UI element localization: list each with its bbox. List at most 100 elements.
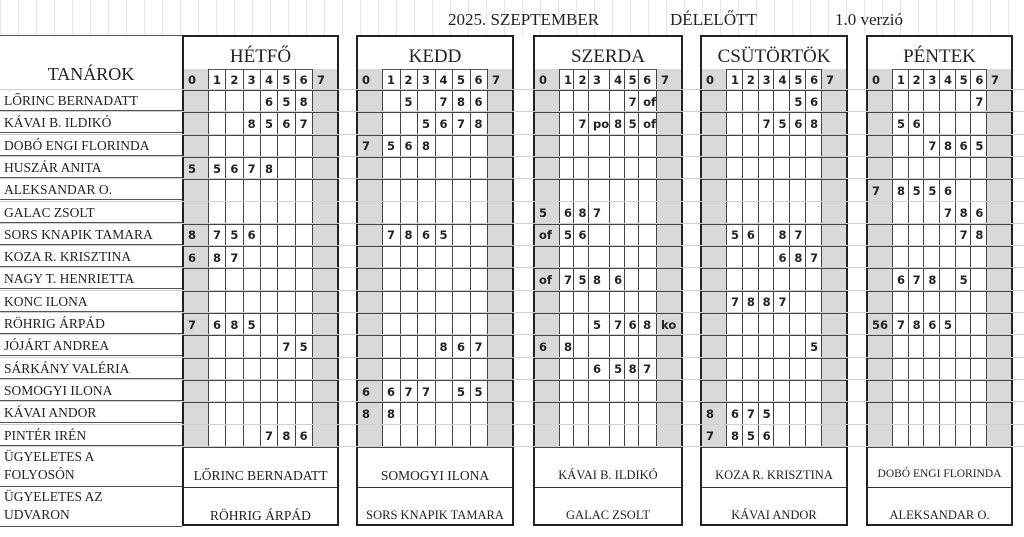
schedule-cell[interactable]: 6 — [243, 224, 261, 248]
schedule-cell[interactable]: 8 — [261, 157, 279, 181]
schedule-cell[interactable] — [243, 135, 261, 158]
schedule-cell[interactable] — [243, 202, 261, 225]
schedule-cell[interactable] — [821, 135, 846, 158]
schedule-cell[interactable]: 7 — [295, 113, 313, 136]
schedule-cell[interactable]: 5 — [535, 202, 560, 225]
schedule-cell[interactable]: 7 — [971, 91, 987, 114]
schedule-cell[interactable] — [313, 202, 337, 225]
schedule-cell[interactable] — [400, 202, 418, 225]
schedule-cell[interactable]: 7 — [702, 425, 727, 448]
schedule-cell[interactable] — [657, 224, 681, 248]
schedule-cell[interactable]: 8 — [893, 180, 909, 203]
schedule-cell[interactable] — [610, 247, 625, 270]
schedule-cell[interactable] — [624, 135, 640, 158]
schedule-cell[interactable] — [657, 380, 681, 404]
schedule-cell[interactable]: 5 — [184, 157, 209, 181]
schedule-cell[interactable] — [987, 224, 1011, 248]
schedule-cell[interactable] — [806, 403, 822, 426]
schedule-cell[interactable] — [313, 358, 337, 381]
schedule-cell[interactable] — [987, 157, 1011, 181]
schedule-cell[interactable] — [908, 91, 925, 114]
schedule-cell[interactable] — [940, 291, 956, 314]
schedule-cell[interactable] — [588, 224, 611, 248]
schedule-cell[interactable] — [868, 135, 893, 158]
schedule-cell[interactable] — [940, 91, 956, 114]
schedule-cell[interactable] — [488, 113, 512, 136]
schedule-cell[interactable]: 7 — [624, 91, 640, 114]
schedule-cell[interactable]: 8 — [624, 358, 640, 381]
schedule-cell[interactable]: 5 — [790, 91, 807, 114]
schedule-cell[interactable] — [313, 291, 337, 314]
schedule-cell[interactable] — [588, 380, 611, 404]
schedule-cell[interactable] — [358, 113, 383, 136]
schedule-cell[interactable] — [624, 336, 640, 359]
schedule-cell[interactable]: 8 — [908, 313, 925, 337]
schedule-cell[interactable] — [806, 358, 822, 381]
schedule-cell[interactable] — [639, 336, 657, 359]
schedule-cell[interactable] — [940, 336, 956, 359]
schedule-cell[interactable] — [924, 358, 940, 381]
schedule-cell[interactable] — [924, 224, 940, 248]
schedule-cell[interactable] — [893, 336, 909, 359]
schedule-cell[interactable] — [758, 380, 775, 404]
schedule-cell[interactable] — [908, 380, 925, 404]
schedule-cell[interactable] — [624, 180, 640, 203]
schedule-cell[interactable] — [727, 269, 743, 292]
schedule-cell[interactable] — [610, 380, 625, 404]
schedule-cell[interactable] — [470, 313, 488, 337]
schedule-cell[interactable]: 5 — [774, 113, 791, 136]
schedule-cell[interactable] — [358, 313, 383, 337]
schedule-cell[interactable] — [588, 425, 611, 448]
schedule-cell[interactable] — [278, 269, 296, 292]
schedule-cell[interactable] — [418, 403, 436, 426]
schedule-cell[interactable] — [588, 91, 611, 114]
schedule-cell[interactable] — [209, 336, 227, 359]
schedule-cell[interactable] — [383, 336, 401, 359]
schedule-cell[interactable]: 6 — [806, 91, 822, 114]
schedule-cell[interactable] — [470, 224, 488, 248]
schedule-cell[interactable]: 5 — [261, 113, 279, 136]
schedule-cell[interactable] — [657, 269, 681, 292]
schedule-cell[interactable] — [624, 224, 640, 248]
schedule-cell[interactable] — [727, 91, 743, 114]
schedule-cell[interactable] — [278, 380, 296, 404]
schedule-cell[interactable]: 5 — [295, 336, 313, 359]
schedule-cell[interactable]: 5 — [470, 380, 488, 404]
schedule-cell[interactable] — [209, 380, 227, 404]
schedule-cell[interactable] — [588, 157, 611, 181]
schedule-cell[interactable] — [657, 336, 681, 359]
schedule-cell[interactable]: 56 — [868, 313, 893, 337]
schedule-cell[interactable] — [535, 157, 560, 181]
schedule-cell[interactable] — [987, 380, 1011, 404]
schedule-cell[interactable] — [971, 291, 987, 314]
schedule-cell[interactable]: 8 — [610, 113, 625, 136]
schedule-cell[interactable] — [313, 113, 337, 136]
schedule-cell[interactable] — [806, 202, 822, 225]
schedule-cell[interactable] — [742, 336, 759, 359]
schedule-cell[interactable] — [758, 91, 775, 114]
schedule-cell[interactable] — [560, 91, 575, 114]
schedule-cell[interactable]: 5 — [924, 180, 940, 203]
schedule-cell[interactable] — [610, 135, 625, 158]
schedule-cell[interactable] — [955, 313, 972, 337]
schedule-cell[interactable] — [742, 202, 759, 225]
schedule-cell[interactable] — [435, 425, 453, 448]
schedule-cell[interactable]: 7 — [588, 202, 611, 225]
schedule-cell[interactable]: 6 — [774, 247, 791, 270]
schedule-cell[interactable] — [588, 403, 611, 426]
schedule-cell[interactable]: 5 — [453, 380, 471, 404]
schedule-cell[interactable]: 6 — [226, 157, 244, 181]
schedule-cell[interactable] — [806, 135, 822, 158]
schedule-cell[interactable] — [470, 180, 488, 203]
schedule-cell[interactable] — [278, 403, 296, 426]
schedule-cell[interactable] — [639, 157, 657, 181]
schedule-cell[interactable] — [893, 358, 909, 381]
schedule-cell[interactable] — [758, 202, 775, 225]
schedule-cell[interactable]: 6 — [588, 358, 611, 381]
schedule-cell[interactable] — [908, 247, 925, 270]
schedule-cell[interactable] — [295, 313, 313, 337]
schedule-cell[interactable] — [657, 291, 681, 314]
schedule-cell[interactable] — [940, 358, 956, 381]
schedule-cell[interactable] — [400, 113, 418, 136]
schedule-cell[interactable] — [261, 269, 279, 292]
